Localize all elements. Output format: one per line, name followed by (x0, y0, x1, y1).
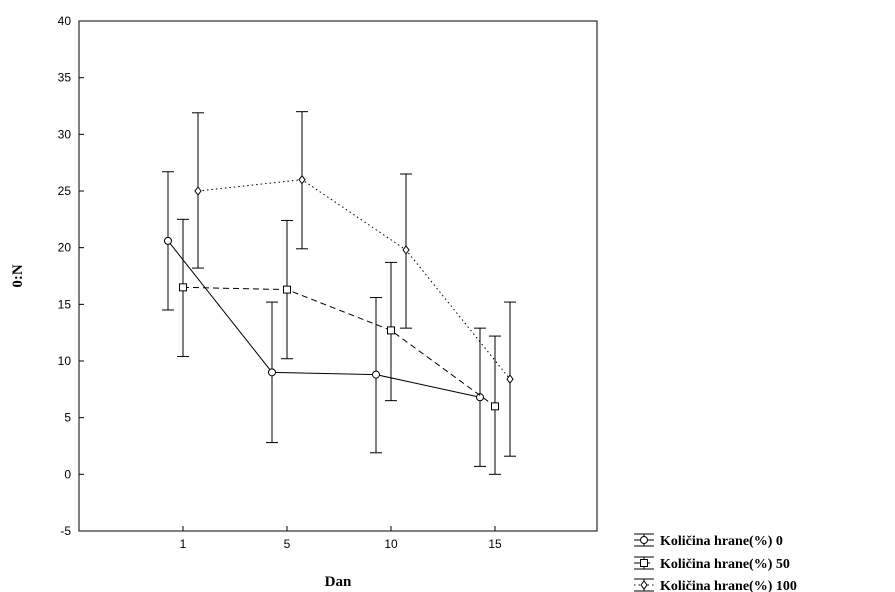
y-tick-label: 10 (58, 354, 72, 368)
data-point-circle (640, 536, 648, 544)
legend-item: Količina hrane(%) 50 (634, 556, 790, 572)
y-axis-ticks: -5 0 5 10 15 20 25 30 35 40 (58, 14, 84, 538)
x-tick-label: 10 (384, 537, 398, 551)
data-point-circle (268, 368, 276, 377)
y-tick-label: 15 (58, 297, 72, 311)
x-tick-label: 5 (284, 537, 291, 551)
x-tick-label: 15 (488, 537, 502, 551)
data-point-circle (164, 236, 172, 245)
y-tick-label: 30 (58, 127, 72, 141)
data-point-square (491, 402, 499, 411)
legend-label: Količina hrane(%) 0 (660, 534, 783, 549)
legend-item: Količina hrane(%) 0 (634, 533, 783, 549)
data-point-diamond (640, 580, 648, 590)
legend-label: Količina hrane(%) 50 (660, 557, 790, 572)
x-axis-ticks: 1 5 10 15 (180, 526, 502, 551)
data-point-diamond (298, 174, 306, 185)
data-point-diamond (506, 374, 514, 384)
series-line (197, 179, 511, 380)
plot-frame (78, 20, 598, 532)
series-group (192, 111, 516, 457)
x-axis-label: Dan (325, 574, 352, 590)
legend-label: Količina hrane(%) 100 (660, 579, 797, 592)
series-group (162, 171, 486, 467)
data-point-circle (476, 393, 484, 402)
y-tick-label: 35 (58, 71, 72, 85)
series-layer (162, 111, 516, 475)
series-line (182, 286, 496, 407)
y-tick-label: 0 (64, 467, 71, 481)
y-tick-label: 40 (58, 14, 72, 28)
y-tick-label: -5 (60, 524, 71, 538)
data-point-diamond (194, 186, 202, 196)
y-tick-label: 20 (58, 241, 72, 255)
legend: Količina hrane(%) 0 Količina hrane(%) 50 K… (634, 533, 797, 592)
y-tick-label: 25 (58, 184, 72, 198)
legend-item: Količina hrane(%) 100 (634, 578, 797, 592)
x-tick-label: 1 (180, 537, 187, 551)
data-point-square (387, 326, 395, 335)
data-point-diamond (402, 245, 410, 255)
y-tick-label: 5 (64, 411, 71, 425)
data-point-square (640, 559, 648, 567)
data-point-square (179, 283, 187, 292)
y-axis-label: 0:N (10, 264, 26, 287)
series-line (167, 240, 481, 398)
series-group (177, 218, 501, 475)
data-point-circle (372, 370, 380, 379)
data-point-square (283, 285, 291, 294)
